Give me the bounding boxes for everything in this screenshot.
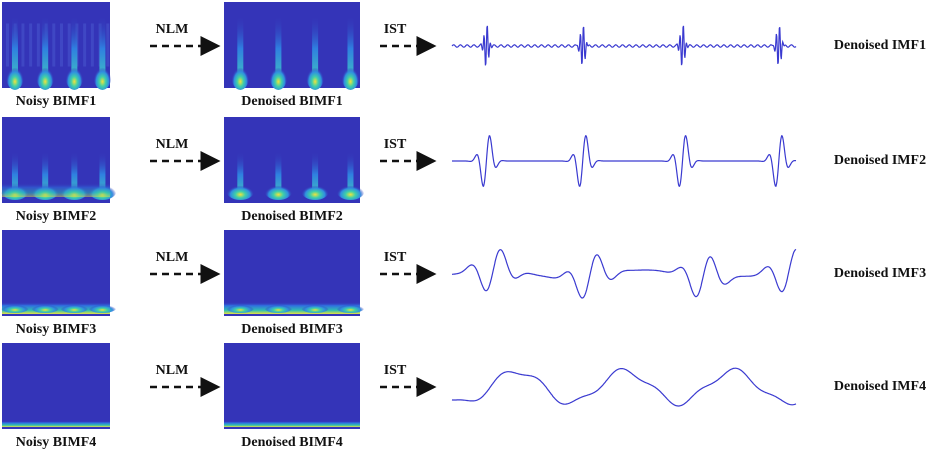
- output-label: Denoised IMF1: [834, 38, 926, 53]
- method-label: NLM: [156, 363, 189, 378]
- image-label: Denoised BIMF2: [241, 209, 343, 224]
- spectrogram-bg: [2, 343, 110, 429]
- spike: [71, 151, 78, 197]
- image-label: Denoised BIMF4: [241, 435, 343, 450]
- spectrogram: [0, 230, 117, 316]
- blob: [336, 303, 365, 313]
- noise-streak: [29, 23, 33, 67]
- waveform: [451, 367, 797, 407]
- spectrogram-bg: [224, 230, 360, 316]
- blob: [226, 303, 255, 313]
- waveform: [452, 135, 797, 187]
- image-label: Noisy BIMF2: [16, 209, 97, 224]
- method-label: IST: [384, 250, 407, 265]
- blob: [5, 62, 24, 90]
- blob: [301, 303, 330, 313]
- blob: [88, 303, 117, 313]
- spike: [237, 151, 244, 197]
- method-label: IST: [384, 137, 407, 152]
- spectrogram: [224, 343, 360, 429]
- spectrogram-bg: [2, 230, 110, 316]
- spike: [11, 151, 18, 197]
- noise-streak: [67, 23, 71, 67]
- method-label: IST: [384, 363, 407, 378]
- blob: [306, 62, 325, 90]
- spectrogram: [2, 2, 112, 90]
- spike: [275, 151, 282, 197]
- spike: [11, 14, 18, 82]
- output-label: Denoised IMF2: [834, 153, 926, 168]
- noise-streak: [83, 23, 87, 67]
- noise-streak: [36, 23, 40, 67]
- spectrogram: [0, 117, 117, 203]
- waveform: [451, 25, 797, 66]
- waveform: [452, 248, 797, 299]
- image-label: Denoised BIMF1: [241, 94, 343, 109]
- blob: [269, 62, 288, 90]
- spike: [312, 151, 319, 197]
- spike: [237, 14, 244, 82]
- method-label: NLM: [156, 22, 189, 37]
- blob: [264, 182, 293, 200]
- method-label: NLM: [156, 137, 189, 152]
- blob: [0, 303, 29, 313]
- image-label: Denoised BIMF3: [241, 322, 343, 337]
- blob: [65, 62, 84, 90]
- noise-streak: [6, 23, 9, 67]
- blob: [336, 182, 365, 200]
- spike: [42, 151, 49, 197]
- spike: [347, 14, 354, 82]
- noise-streak: [52, 23, 56, 67]
- blob: [60, 303, 89, 313]
- blob: [341, 62, 360, 90]
- blob: [301, 182, 330, 200]
- image-label: Noisy BIMF4: [16, 435, 97, 450]
- spike: [275, 14, 282, 82]
- spectrogram: [224, 117, 365, 203]
- noise-streak: [90, 23, 94, 67]
- noise-streak: [21, 23, 25, 67]
- spike: [347, 151, 354, 197]
- method-label: IST: [384, 22, 407, 37]
- blob: [31, 303, 60, 313]
- low-band: [2, 421, 110, 427]
- image-label: Noisy BIMF1: [16, 94, 97, 109]
- noise-streak: [106, 23, 110, 67]
- method-label: NLM: [156, 250, 189, 265]
- spike: [312, 14, 319, 82]
- image-label: Noisy BIMF3: [16, 322, 97, 337]
- spike: [71, 14, 78, 82]
- low-band: [224, 421, 360, 427]
- blob: [93, 62, 112, 90]
- blob: [226, 182, 255, 200]
- blob: [264, 303, 293, 313]
- output-label: Denoised IMF4: [834, 379, 926, 394]
- spectrogram: [2, 343, 110, 429]
- spectrogram: [224, 230, 365, 316]
- noise-band: [2, 183, 110, 197]
- spectrogram: [224, 2, 360, 90]
- blob: [36, 62, 55, 90]
- noise-streak: [60, 23, 63, 67]
- spike: [99, 151, 106, 197]
- output-label: Denoised IMF3: [834, 266, 926, 281]
- spike: [99, 14, 106, 82]
- blob: [231, 62, 250, 90]
- spike: [42, 14, 49, 82]
- spectrogram-bg: [224, 343, 360, 429]
